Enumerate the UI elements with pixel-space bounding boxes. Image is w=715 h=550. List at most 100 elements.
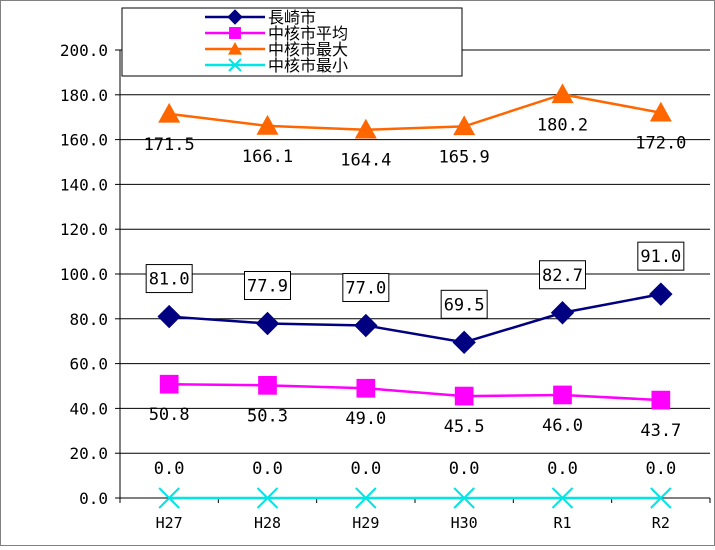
y-tick-label: 60.0 bbox=[69, 355, 108, 374]
series-layer bbox=[157, 83, 673, 509]
x-tick-label: H27 bbox=[156, 514, 183, 532]
legend-box bbox=[121, 7, 463, 77]
x-tick-label: R1 bbox=[553, 514, 571, 532]
square-marker bbox=[356, 378, 376, 398]
data-label-layer: 81.0 77.9 77.0 69.5 82.7 91.0 50.8 50.3 49.0 45.5… bbox=[144, 115, 687, 479]
triangle-marker bbox=[649, 101, 672, 122]
y-tick-label: 140.0 bbox=[60, 175, 108, 194]
x-marker-stroke bbox=[650, 487, 672, 509]
data-label: 49.0 bbox=[345, 409, 386, 429]
data-label-box bbox=[342, 273, 390, 303]
triangle-marker bbox=[354, 118, 377, 139]
data-label: 77.9 bbox=[247, 277, 288, 297]
y-tick-label: 180.0 bbox=[60, 86, 108, 105]
data-label: 69.5 bbox=[444, 295, 485, 315]
series-line bbox=[169, 382, 661, 402]
square-marker bbox=[651, 390, 671, 410]
diamond-marker bbox=[452, 330, 476, 355]
triangle-marker bbox=[228, 42, 242, 55]
series-0 bbox=[157, 282, 673, 355]
series-line bbox=[169, 93, 662, 131]
legend-item: 長崎市 bbox=[205, 8, 316, 27]
y-tick-label: 120.0 bbox=[60, 220, 108, 239]
triangle-marker bbox=[551, 83, 574, 104]
data-label: 166.1 bbox=[242, 147, 293, 167]
data-label: 82.7 bbox=[542, 266, 583, 286]
y-tick-label: 100.0 bbox=[60, 265, 108, 284]
triangle-marker bbox=[158, 102, 181, 123]
x-marker bbox=[551, 487, 574, 509]
legend-item: 中核市平均 bbox=[205, 24, 348, 43]
data-label-box bbox=[244, 271, 291, 301]
legend-item: 中核市最小 bbox=[205, 56, 348, 75]
x-marker-stroke bbox=[158, 487, 180, 509]
data-label: 0.0 bbox=[350, 459, 381, 479]
series-1 bbox=[159, 374, 671, 410]
square-marker bbox=[229, 27, 241, 39]
x-marker-stroke bbox=[256, 487, 279, 509]
data-label: 171.5 bbox=[144, 135, 195, 155]
legend-label: 中核市平均 bbox=[268, 24, 348, 43]
x-marker bbox=[158, 487, 180, 509]
square-marker bbox=[258, 375, 277, 395]
y-tick-label: 0.0 bbox=[79, 489, 108, 508]
data-label: 45.5 bbox=[444, 417, 485, 437]
x-marker-stroke bbox=[228, 58, 242, 72]
x-marker bbox=[650, 487, 672, 509]
data-label: 172.0 bbox=[635, 134, 686, 154]
series-3 bbox=[158, 487, 672, 509]
y-tick-label: 160.0 bbox=[60, 131, 108, 150]
data-label-box bbox=[145, 264, 193, 294]
data-label: 0.0 bbox=[154, 459, 185, 479]
diamond-marker bbox=[649, 282, 673, 306]
data-label-box bbox=[637, 241, 685, 271]
data-label: 180.2 bbox=[537, 115, 588, 135]
data-label: 165.9 bbox=[439, 147, 490, 167]
legend-item: 中核市最大 bbox=[205, 40, 348, 59]
data-label: 0.0 bbox=[252, 459, 283, 479]
square-marker bbox=[553, 385, 572, 405]
data-label-box bbox=[539, 260, 586, 290]
legend-label: 長崎市 bbox=[268, 8, 316, 27]
x-marker bbox=[228, 58, 242, 72]
x-tick-label: H29 bbox=[352, 514, 379, 532]
data-label: 46.0 bbox=[542, 416, 583, 436]
x-tick-label: H28 bbox=[254, 514, 281, 532]
diamond-marker bbox=[227, 9, 243, 25]
x-marker bbox=[355, 487, 377, 509]
y-tick-label: 40.0 bbox=[69, 399, 108, 418]
data-label: 0.0 bbox=[547, 459, 578, 479]
square-marker bbox=[159, 374, 179, 394]
data-label: 50.8 bbox=[149, 405, 190, 425]
data-label: 50.3 bbox=[247, 406, 288, 426]
x-marker-stroke bbox=[551, 487, 574, 509]
series-2 bbox=[158, 83, 672, 139]
data-label: 77.0 bbox=[345, 279, 386, 299]
square-marker bbox=[454, 386, 474, 406]
x-marker bbox=[256, 487, 279, 509]
data-label: 164.4 bbox=[340, 151, 391, 171]
diamond-marker bbox=[354, 313, 378, 338]
series-line bbox=[169, 292, 662, 344]
data-label-box bbox=[440, 289, 488, 319]
data-label: 43.7 bbox=[640, 421, 681, 441]
x-tick-label: H30 bbox=[451, 514, 478, 532]
legend-label: 中核市最大 bbox=[268, 40, 348, 59]
diamond-marker bbox=[255, 311, 280, 336]
data-label: 0.0 bbox=[449, 459, 480, 479]
x-marker bbox=[453, 487, 475, 509]
x-marker-stroke bbox=[453, 487, 475, 509]
data-label: 81.0 bbox=[149, 270, 190, 290]
diamond-marker bbox=[550, 301, 575, 325]
diamond-marker bbox=[157, 304, 181, 329]
triangle-marker bbox=[256, 114, 279, 135]
triangle-marker bbox=[453, 115, 476, 136]
x-marker-stroke bbox=[355, 487, 377, 509]
y-tick-label: 80.0 bbox=[69, 310, 108, 329]
legend-label: 中核市最小 bbox=[268, 56, 348, 75]
data-label: 91.0 bbox=[640, 247, 681, 267]
y-tick-label: 20.0 bbox=[69, 444, 108, 463]
